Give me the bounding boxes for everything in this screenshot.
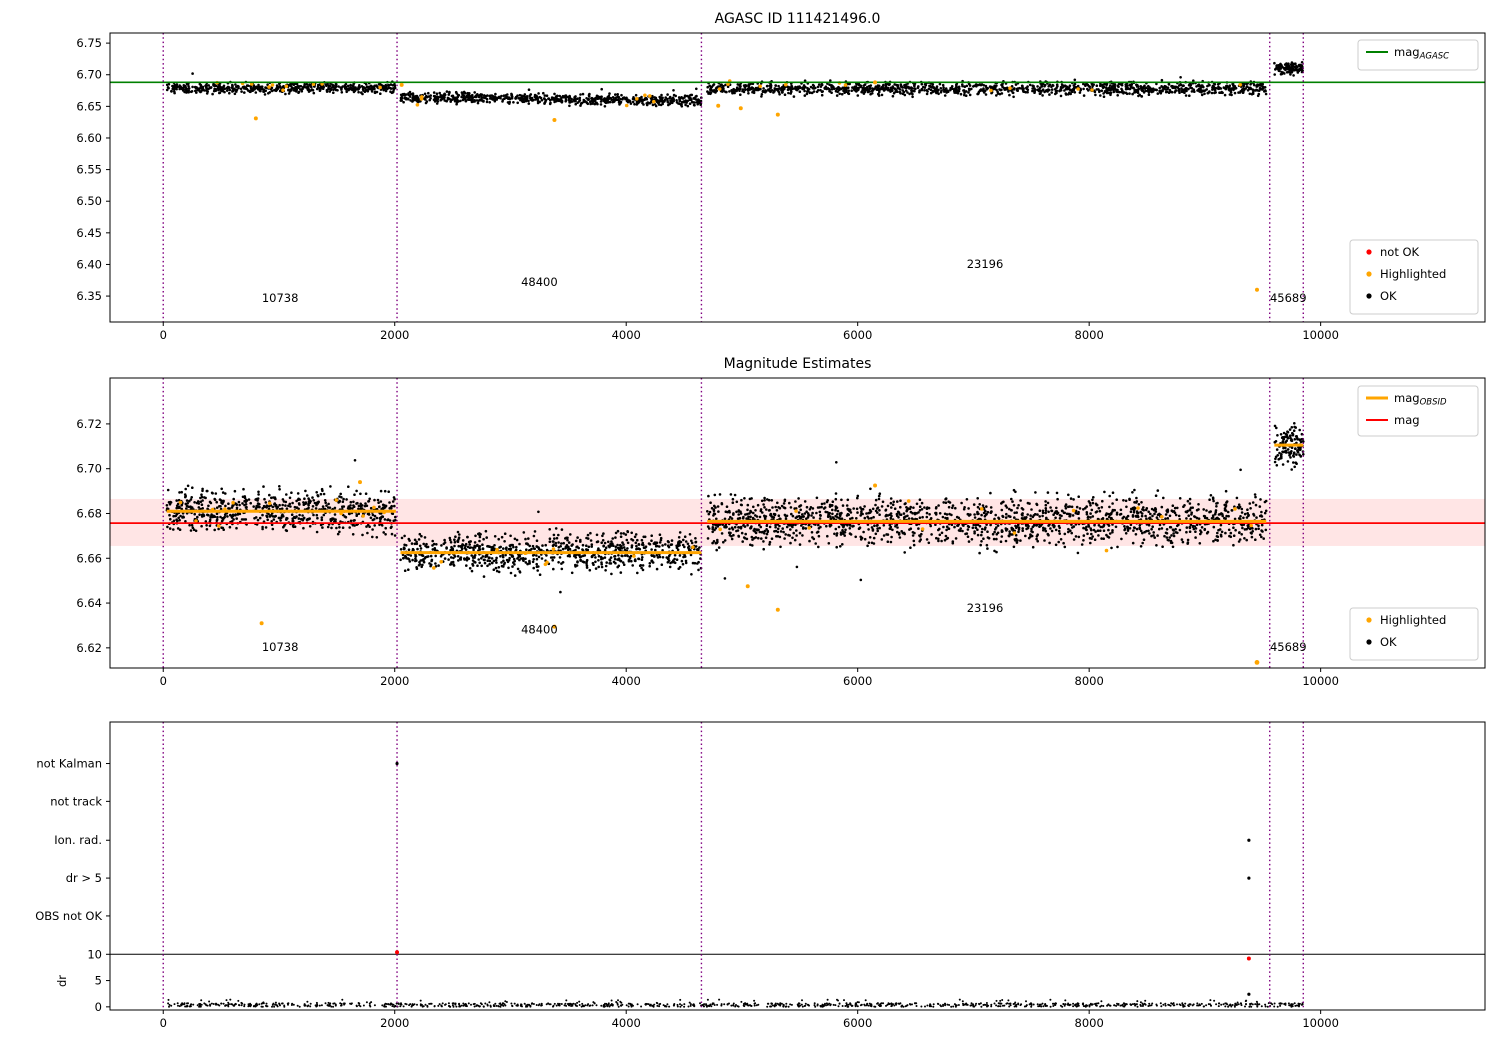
marked-point — [395, 950, 400, 955]
y-tick-label: 6.50 — [76, 194, 102, 208]
obsid-label: 48400 — [521, 275, 558, 289]
x-tick-label: 10000 — [1302, 1016, 1339, 1030]
obsid-label: 45689 — [1270, 640, 1307, 654]
y-tick-label: not Kalman — [36, 757, 102, 771]
agasc-mag-panel-legend-1: not OK Highlighted OK — [1349, 239, 1479, 315]
obsid-label: 10738 — [262, 291, 299, 305]
marked-point — [259, 621, 264, 626]
x-tick-label: 6000 — [843, 674, 872, 688]
x-tick-label: 0 — [160, 674, 167, 688]
plot1-title: AGASC ID 111421496.0 — [714, 11, 881, 27]
x-tick-label: 10000 — [1302, 674, 1339, 688]
y-tick-label: 6.72 — [76, 417, 102, 431]
legend-entry-label: OK — [1380, 289, 1397, 303]
obsid-label: 23196 — [967, 601, 1004, 615]
magnitude-estimates-panel: 10738 48400 23196 45689 0 2000 4000 6000 8000 100… — [76, 377, 1486, 688]
y-tick-label: 6.66 — [76, 551, 102, 565]
y-tick-label: 6.70 — [76, 462, 102, 476]
y-tick-label: 6.62 — [76, 641, 102, 655]
marked-point — [1254, 287, 1259, 292]
axes-frame — [109, 721, 1486, 1011]
marked-point — [873, 80, 878, 85]
y-tick-label: 6.65 — [76, 99, 102, 113]
legend-entry-label: Highlighted — [1380, 613, 1446, 627]
marked-point — [399, 82, 404, 87]
y-tick-label: 6.35 — [76, 289, 102, 303]
legend-entry-label: magOBSID — [1394, 391, 1447, 408]
marked-point — [1246, 956, 1251, 961]
x-tick-label: 2000 — [380, 328, 409, 342]
marked-point — [1247, 992, 1251, 996]
marked-point — [775, 112, 780, 117]
marked-point — [1247, 876, 1251, 880]
marked-point — [1247, 838, 1251, 842]
y-tick-label: not track — [50, 794, 102, 808]
marked-point — [253, 116, 258, 121]
marked-point — [738, 106, 743, 111]
x-tick-label: 6000 — [843, 1016, 872, 1030]
magnitude-estimates-panel-legend-0: magOBSID mag — [1357, 385, 1479, 437]
agasc-mag-panel: 10738 48400 23196 45689 0 2000 4000 6000 8000 100… — [76, 32, 1486, 342]
x-tick-label: 0 — [160, 328, 167, 342]
x-tick-label: 8000 — [1075, 674, 1104, 688]
legend-entry-label: not OK — [1380, 245, 1420, 259]
x-tick-label: 4000 — [612, 1016, 641, 1030]
obsid-label: 23196 — [967, 257, 1004, 271]
x-tick-label: 2000 — [380, 674, 409, 688]
marked-point — [745, 584, 750, 589]
marked-point — [873, 483, 878, 488]
magnitude-estimates-panel-legend-1: Highlighted OK — [1349, 607, 1479, 661]
y-tick-label: 6.55 — [76, 163, 102, 177]
marked-point — [775, 607, 780, 612]
x-tick-label: 6000 — [843, 328, 872, 342]
legend-entry-label: OK — [1380, 635, 1397, 649]
y-tick-label: 5 — [95, 974, 102, 988]
magnitude-estimates-panel-data — [110, 378, 1485, 668]
y-tick-label: 6.68 — [76, 506, 102, 520]
legend-entry-label: mag — [1394, 413, 1420, 427]
y-tick-label: dr > 5 — [66, 871, 102, 885]
y-tick-label: 6.60 — [76, 131, 102, 145]
plot2-title: Magnitude Estimates — [723, 356, 872, 372]
obsid-label: 48400 — [521, 622, 558, 636]
y-tick-label: OBS not OK — [35, 909, 102, 923]
y-tick-label: 0 — [95, 1000, 102, 1014]
y-tick-label: 6.70 — [76, 68, 102, 82]
y-tick-label: 10 — [87, 947, 102, 961]
y-tick-label: 6.75 — [76, 36, 102, 50]
x-tick-label: 10000 — [1302, 328, 1339, 342]
y-tick-label: 6.64 — [76, 596, 102, 610]
legend-entry-label: Highlighted — [1380, 267, 1446, 281]
marked-point — [358, 480, 362, 485]
agasc-mag-panel-data — [110, 33, 1485, 322]
x-tick-label: 2000 — [380, 1016, 409, 1030]
obsid-label: 10738 — [262, 640, 299, 654]
marked-point — [552, 117, 557, 122]
marked-point — [716, 103, 721, 108]
x-tick-label: 8000 — [1075, 328, 1104, 342]
x-tick-label: 4000 — [612, 328, 641, 342]
x-tick-label: 4000 — [612, 674, 641, 688]
marked-point — [1254, 660, 1260, 665]
marked-point — [395, 761, 399, 766]
axes-frame — [109, 377, 1486, 669]
flags-dr-panel-data — [110, 722, 1485, 1010]
y-tick-label: Ion. rad. — [54, 833, 102, 847]
y-tick-label: 6.45 — [76, 226, 102, 240]
obsid-label: 45689 — [1270, 291, 1307, 305]
agasc-mag-panel-legend-0: magAGASC — [1357, 39, 1479, 71]
legend-entry-label: magAGASC — [1394, 45, 1449, 62]
y-tick-label: 6.40 — [76, 257, 102, 271]
y-axis-label: dr — [55, 975, 69, 987]
x-tick-label: 0 — [160, 1016, 167, 1030]
flags-dr-panel: 0 2000 4000 6000 8000 10000 0 5 10 OBS not OK dr >… — [35, 721, 1486, 1030]
x-tick-label: 8000 — [1075, 1016, 1104, 1030]
marked-point — [552, 624, 557, 629]
axes-frame — [109, 32, 1486, 323]
